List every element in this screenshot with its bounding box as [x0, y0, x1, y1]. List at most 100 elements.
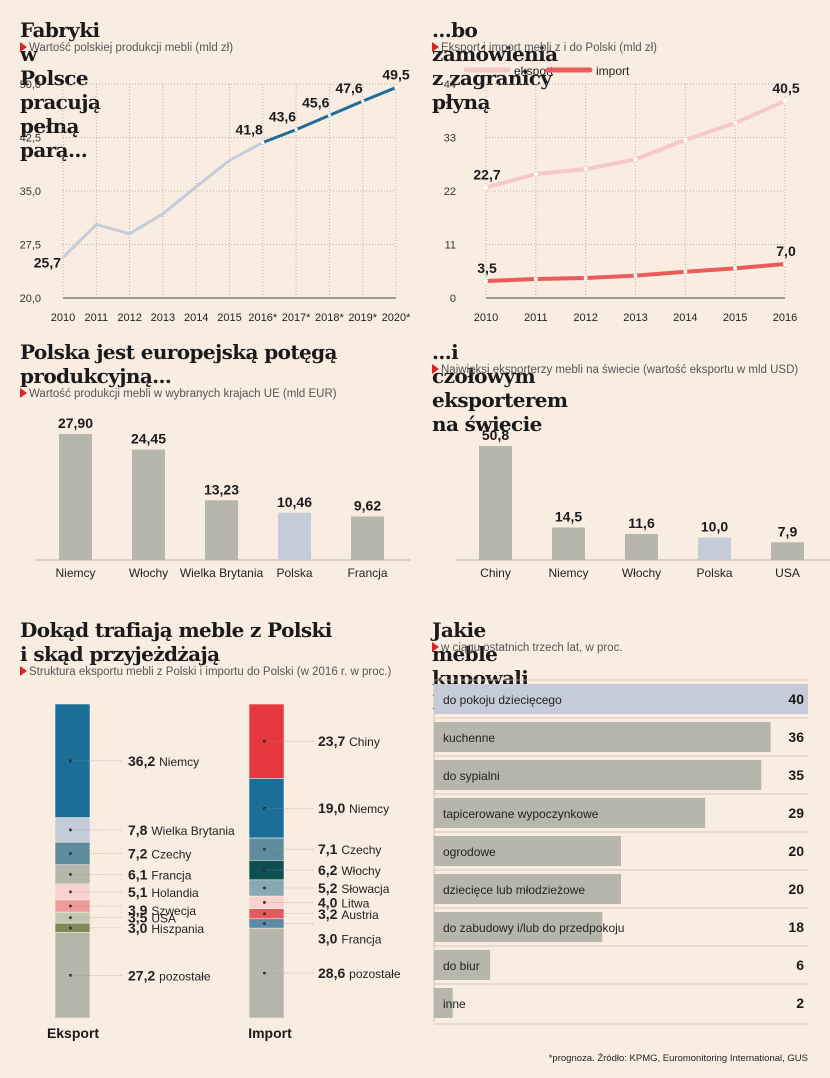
chart4-subtitle-text: Najwięksi eksporterzy mebli na świecie (… — [441, 364, 799, 376]
bar-polska — [698, 537, 731, 560]
segment-label: 4,0 Litwa — [318, 894, 370, 910]
y-tick-label: 44 — [444, 79, 456, 91]
stack-segment-niemcy — [248, 778, 285, 839]
hbar-1 — [434, 722, 771, 752]
y-tick-label: 50,0 — [20, 79, 41, 91]
data-point-import — [484, 278, 488, 283]
bar-włochy — [132, 449, 165, 560]
y-tick-label: 42,5 — [20, 133, 41, 145]
data-label-eksport: 40,5 — [772, 80, 799, 96]
bar-usa — [771, 542, 804, 560]
hbar-value-label: 20 — [788, 881, 804, 897]
segment-label: 7,2 Czechy — [128, 845, 191, 861]
data-label-import: 7,0 — [776, 243, 796, 259]
chart2-subtitle-text: Eksport i import mebli z i do Polski (ml… — [441, 42, 657, 54]
bar-chiny — [479, 446, 512, 560]
x-tick-label: 2011 — [84, 312, 108, 324]
x-tick-label: 2015 — [217, 312, 241, 324]
bar-value-label: 13,23 — [204, 481, 239, 497]
data-point-import — [583, 276, 588, 281]
category-label: Niemcy — [55, 566, 95, 580]
chart1-subtitle: Wartość polskiej produkcji mebli (mld zł… — [20, 42, 233, 54]
segment-label: 3,2 Austria — [318, 906, 379, 922]
hbar-category-label: do pokoju dziecięcego — [443, 693, 562, 707]
data-point-import — [733, 266, 738, 271]
stack-name-import: Import — [248, 1025, 292, 1041]
category-label: Niemcy — [548, 566, 588, 580]
hbar-value-label: 20 — [788, 843, 804, 859]
data-point-import — [633, 273, 638, 278]
x-tick-label: 2015 — [723, 312, 747, 324]
hbar-value-label: 36 — [788, 729, 804, 745]
bar-wielka-brytania — [205, 500, 238, 560]
hbar-value-label: 29 — [788, 805, 804, 821]
data-label-eksport: 22,7 — [473, 167, 500, 183]
segment-label: 28,6 pozostałe — [318, 965, 401, 981]
segment-label: 36,2 Niemcy — [128, 753, 199, 769]
segment-label: 5,1 Holandia — [128, 884, 199, 900]
legend-label-import: import — [596, 64, 630, 78]
x-tick-label: 2014 — [184, 312, 208, 324]
bar-value-label: 14,5 — [555, 508, 582, 524]
segment-label: 7,8 Wielka Brytania — [128, 822, 235, 838]
x-tick-label: 2013 — [151, 312, 175, 324]
data-point-eksport — [633, 157, 638, 162]
hbar-8 — [434, 988, 453, 1018]
x-tick-label: 2010 — [474, 312, 498, 324]
x-tick-label: 2020* — [382, 312, 411, 324]
stack-segment-niemcy — [54, 703, 91, 818]
data-label: 41,8 — [236, 121, 263, 137]
segment-label: 19,0 Niemcy — [318, 800, 389, 816]
chart1-plot: 20,0 27,5 35,0 42,5 50,0 2010 2011 2012 2013 2014… — [20, 67, 412, 324]
bar-value-label: 27,90 — [58, 415, 93, 431]
x-tick-label: 2019* — [348, 312, 377, 324]
category-label: Chiny — [480, 566, 511, 580]
bar-value-label: 7,9 — [778, 523, 798, 539]
chart4-title: ...i czołowym eksporterem na świecie — [432, 340, 568, 436]
bar-niemcy — [59, 434, 92, 560]
category-label: Polska — [276, 566, 312, 580]
bar-value-label: 11,6 — [628, 515, 655, 531]
x-tick-label: 2011 — [524, 312, 548, 324]
segment-label: 27,2 pozostałe — [128, 967, 211, 983]
chart4-plot: 50,8 Chiny 14,5 Niemcy 11,6 Włochy 10,0 Polska 7… — [455, 427, 830, 580]
category-label: USA — [775, 566, 800, 580]
data-point-import — [683, 269, 688, 274]
triangle-icon — [20, 42, 27, 52]
stack-segment-chiny — [248, 703, 285, 779]
hbar-category-label: do sypialni — [443, 769, 500, 783]
chart5-title: Dokąd trafiają meble z Polski i skąd prz… — [20, 618, 332, 666]
hbar-category-label: do biur — [443, 959, 480, 973]
data-label: 43,6 — [269, 109, 296, 125]
legend-label-eksport: eksport — [514, 64, 554, 78]
chart3-subtitle-text: Wartość produkcji mebli w wybranych kraj… — [29, 388, 337, 400]
x-tick-label: 2016 — [773, 312, 797, 324]
chart3-title: Polska jest europejską potęgą produkcyjn… — [20, 340, 337, 388]
data-point-eksport — [733, 120, 738, 125]
bar-value-label: 10,0 — [701, 519, 728, 535]
data-point-eksport — [683, 137, 688, 142]
stack-segment-pozostałe — [54, 932, 91, 1019]
hbar-category-label: do zabudowy i/lub do przedpokoju — [443, 921, 624, 935]
bar-francja — [351, 516, 384, 560]
data-label: 45,6 — [302, 94, 329, 110]
x-tick-label: 2012 — [117, 312, 141, 324]
chart5-plot: 36,2 Niemcy 7,8 Wielka Brytania 7,2 Czechy… — [47, 703, 401, 1041]
x-tick-label: 2016* — [248, 312, 277, 324]
x-tick-label: 2010 — [51, 312, 75, 324]
data-point-import — [783, 261, 787, 266]
segment-label: 23,7 Chiny — [318, 733, 380, 749]
chart1-title: Fabryki w Polsce pracują pełną parą... — [20, 18, 101, 162]
data-point-eksport — [533, 171, 538, 176]
hbar-value-label: 40 — [788, 691, 804, 707]
y-tick-label: 27,5 — [20, 240, 41, 252]
category-label: Francja — [347, 566, 387, 580]
data-point — [261, 140, 265, 145]
hbar-6 — [434, 912, 603, 942]
y-tick-label: 0 — [450, 293, 456, 305]
segment-label: 7,1 Czechy — [318, 841, 381, 857]
triangle-icon — [20, 388, 27, 398]
category-label: Włochy — [622, 566, 661, 580]
data-point-import — [533, 277, 538, 282]
